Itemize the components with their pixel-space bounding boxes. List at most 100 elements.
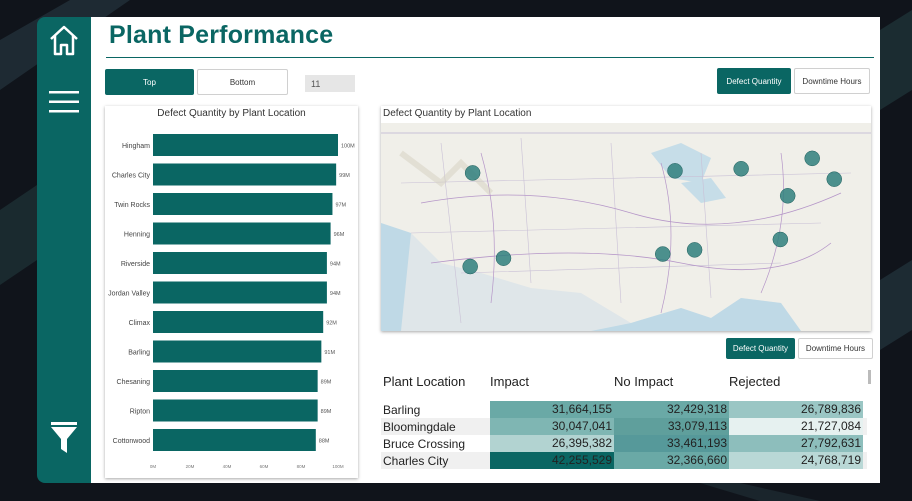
data-label: 100M — [341, 144, 355, 150]
x-tick-label: 60M — [260, 464, 269, 469]
category-label: Twin Rocks — [114, 202, 150, 209]
home-icon[interactable] — [37, 23, 91, 57]
category-label: Cottonwood — [113, 438, 150, 445]
table-scrollbar[interactable] — [868, 370, 871, 384]
filter-icon[interactable] — [37, 421, 91, 455]
bar-chart-title: Defect Quantity by Plant Location — [157, 108, 306, 119]
header-impact[interactable]: Impact — [490, 373, 530, 389]
bar[interactable] — [153, 340, 322, 363]
plant-marker[interactable] — [804, 150, 820, 167]
category-label: Ripton — [130, 409, 150, 416]
table-row[interactable]: Bloomingdale 30,047,041 33,079,113 21,727,0… — [381, 418, 867, 435]
header-rejected[interactable]: Rejected — [729, 373, 781, 389]
bar[interactable] — [153, 311, 324, 333]
downtime-hours-button[interactable]: Downtime Hours — [794, 68, 870, 94]
defect-quantity-button-table[interactable]: Defect Quantity — [726, 338, 795, 359]
table-row[interactable]: Charles City 42,255,529 32,366,660 24,768,7… — [381, 452, 867, 469]
bottom-button[interactable]: Bottom — [197, 69, 288, 95]
bar[interactable] — [153, 281, 327, 304]
table-row[interactable]: Barling 31,664,155 32,429,318 26,789,836 — [381, 401, 867, 418]
cell-no-impact: 33,079,113 — [614, 418, 729, 435]
plant-marker[interactable] — [495, 250, 512, 266]
cell-plant-location: Bloomingdale — [383, 419, 456, 434]
downtime-hours-button-table[interactable]: Downtime Hours — [798, 338, 873, 359]
report-canvas: Plant Performance Top Bottom 11 Defect Q… — [91, 17, 880, 483]
title-divider — [106, 57, 874, 58]
x-tick-label: 40M — [223, 464, 232, 469]
x-tick-label: 100M — [332, 464, 344, 469]
sidebar — [37, 17, 91, 483]
category-label: Jordan Valley — [108, 291, 150, 298]
rank-toggle: Top Bottom — [105, 69, 288, 95]
data-label: 96M — [334, 232, 345, 238]
cell-impact: 30,047,041 — [490, 418, 614, 435]
data-label: 89M — [321, 409, 332, 415]
map-title: Defect Quantity by Plant Location — [383, 108, 532, 119]
cell-impact: 26,395,382 — [490, 435, 614, 452]
bar-chart-panel: Defect Quantity by Plant Location Hingha… — [105, 106, 358, 478]
cell-no-impact: 32,429,318 — [614, 401, 729, 418]
x-tick-label: 0M — [150, 464, 157, 469]
header-no-impact[interactable]: No Impact — [614, 373, 674, 389]
bar[interactable] — [153, 399, 318, 422]
cell-impact: 31,664,155 — [490, 401, 614, 418]
data-label: 92M — [326, 321, 337, 327]
plant-marker[interactable] — [826, 171, 842, 187]
top-button[interactable]: Top — [105, 69, 194, 95]
data-label: 94M — [330, 262, 341, 268]
category-label: Climax — [129, 320, 151, 327]
cell-impact: 42,255,529 — [490, 452, 614, 469]
category-label: Charles City — [112, 173, 151, 180]
us-map[interactable] — [381, 123, 871, 331]
cell-rejected: 27,792,631 — [729, 435, 863, 452]
cell-rejected: 24,768,719 — [729, 452, 863, 469]
plant-marker[interactable] — [462, 258, 478, 275]
table-body: Barling 31,664,155 32,429,318 26,789,836 Blo… — [381, 401, 867, 469]
metric-toggle-table: Defect Quantity Downtime Hours — [726, 338, 873, 359]
metric-toggle-top: Defect Quantity Downtime Hours — [717, 68, 870, 94]
plant-marker[interactable] — [667, 163, 683, 179]
bar[interactable] — [153, 134, 338, 156]
bar[interactable] — [153, 370, 318, 392]
table-header: Plant Location Impact No Impact Rejected — [381, 369, 867, 393]
plant-marker[interactable] — [772, 231, 789, 248]
data-label: 91M — [324, 350, 335, 356]
category-label: Henning — [124, 232, 150, 239]
cell-rejected: 26,789,836 — [729, 401, 863, 418]
page-title: Plant Performance — [109, 21, 334, 49]
bar[interactable] — [153, 163, 337, 186]
plant-marker[interactable] — [779, 188, 796, 204]
cell-rejected: 21,727,084 — [729, 418, 863, 435]
bar[interactable] — [153, 429, 316, 451]
data-label: 99M — [339, 173, 350, 179]
plant-marker[interactable] — [686, 242, 703, 258]
data-label: 89M — [321, 380, 332, 386]
cell-no-impact: 33,461,193 — [614, 435, 729, 452]
category-label: Chesaning — [117, 379, 151, 386]
x-tick-label: 20M — [186, 464, 195, 469]
map-markers — [462, 150, 842, 275]
plant-marker[interactable] — [733, 161, 749, 177]
menu-icon[interactable] — [37, 89, 91, 115]
data-label: 94M — [330, 291, 341, 297]
plant-marker[interactable] — [655, 246, 671, 262]
cell-no-impact: 32,366,660 — [614, 452, 729, 469]
category-label: Riverside — [121, 261, 150, 268]
defect-table: Plant Location Impact No Impact Rejected… — [381, 369, 867, 469]
bar[interactable] — [153, 193, 333, 215]
data-label: 97M — [335, 203, 346, 209]
category-label: Hingham — [122, 143, 150, 150]
defect-quantity-button[interactable]: Defect Quantity — [717, 68, 791, 94]
plant-marker[interactable] — [464, 165, 481, 181]
bar-chart: Hingham 100M Charles City 99M Twin Rocks 97M H… — [108, 134, 355, 469]
cell-plant-location: Barling — [383, 402, 421, 417]
bar[interactable] — [153, 222, 331, 245]
bar[interactable] — [153, 252, 327, 274]
cell-plant-location: Bruce Crossing — [383, 436, 466, 451]
cell-plant-location: Charles City — [383, 453, 449, 468]
count-input[interactable]: 11 — [305, 75, 355, 92]
category-label: Barling — [128, 350, 150, 357]
header-plant-location[interactable]: Plant Location — [383, 373, 466, 389]
table-row[interactable]: Bruce Crossing 26,395,382 33,461,193 27,792… — [381, 435, 867, 452]
x-tick-label: 80M — [297, 464, 306, 469]
